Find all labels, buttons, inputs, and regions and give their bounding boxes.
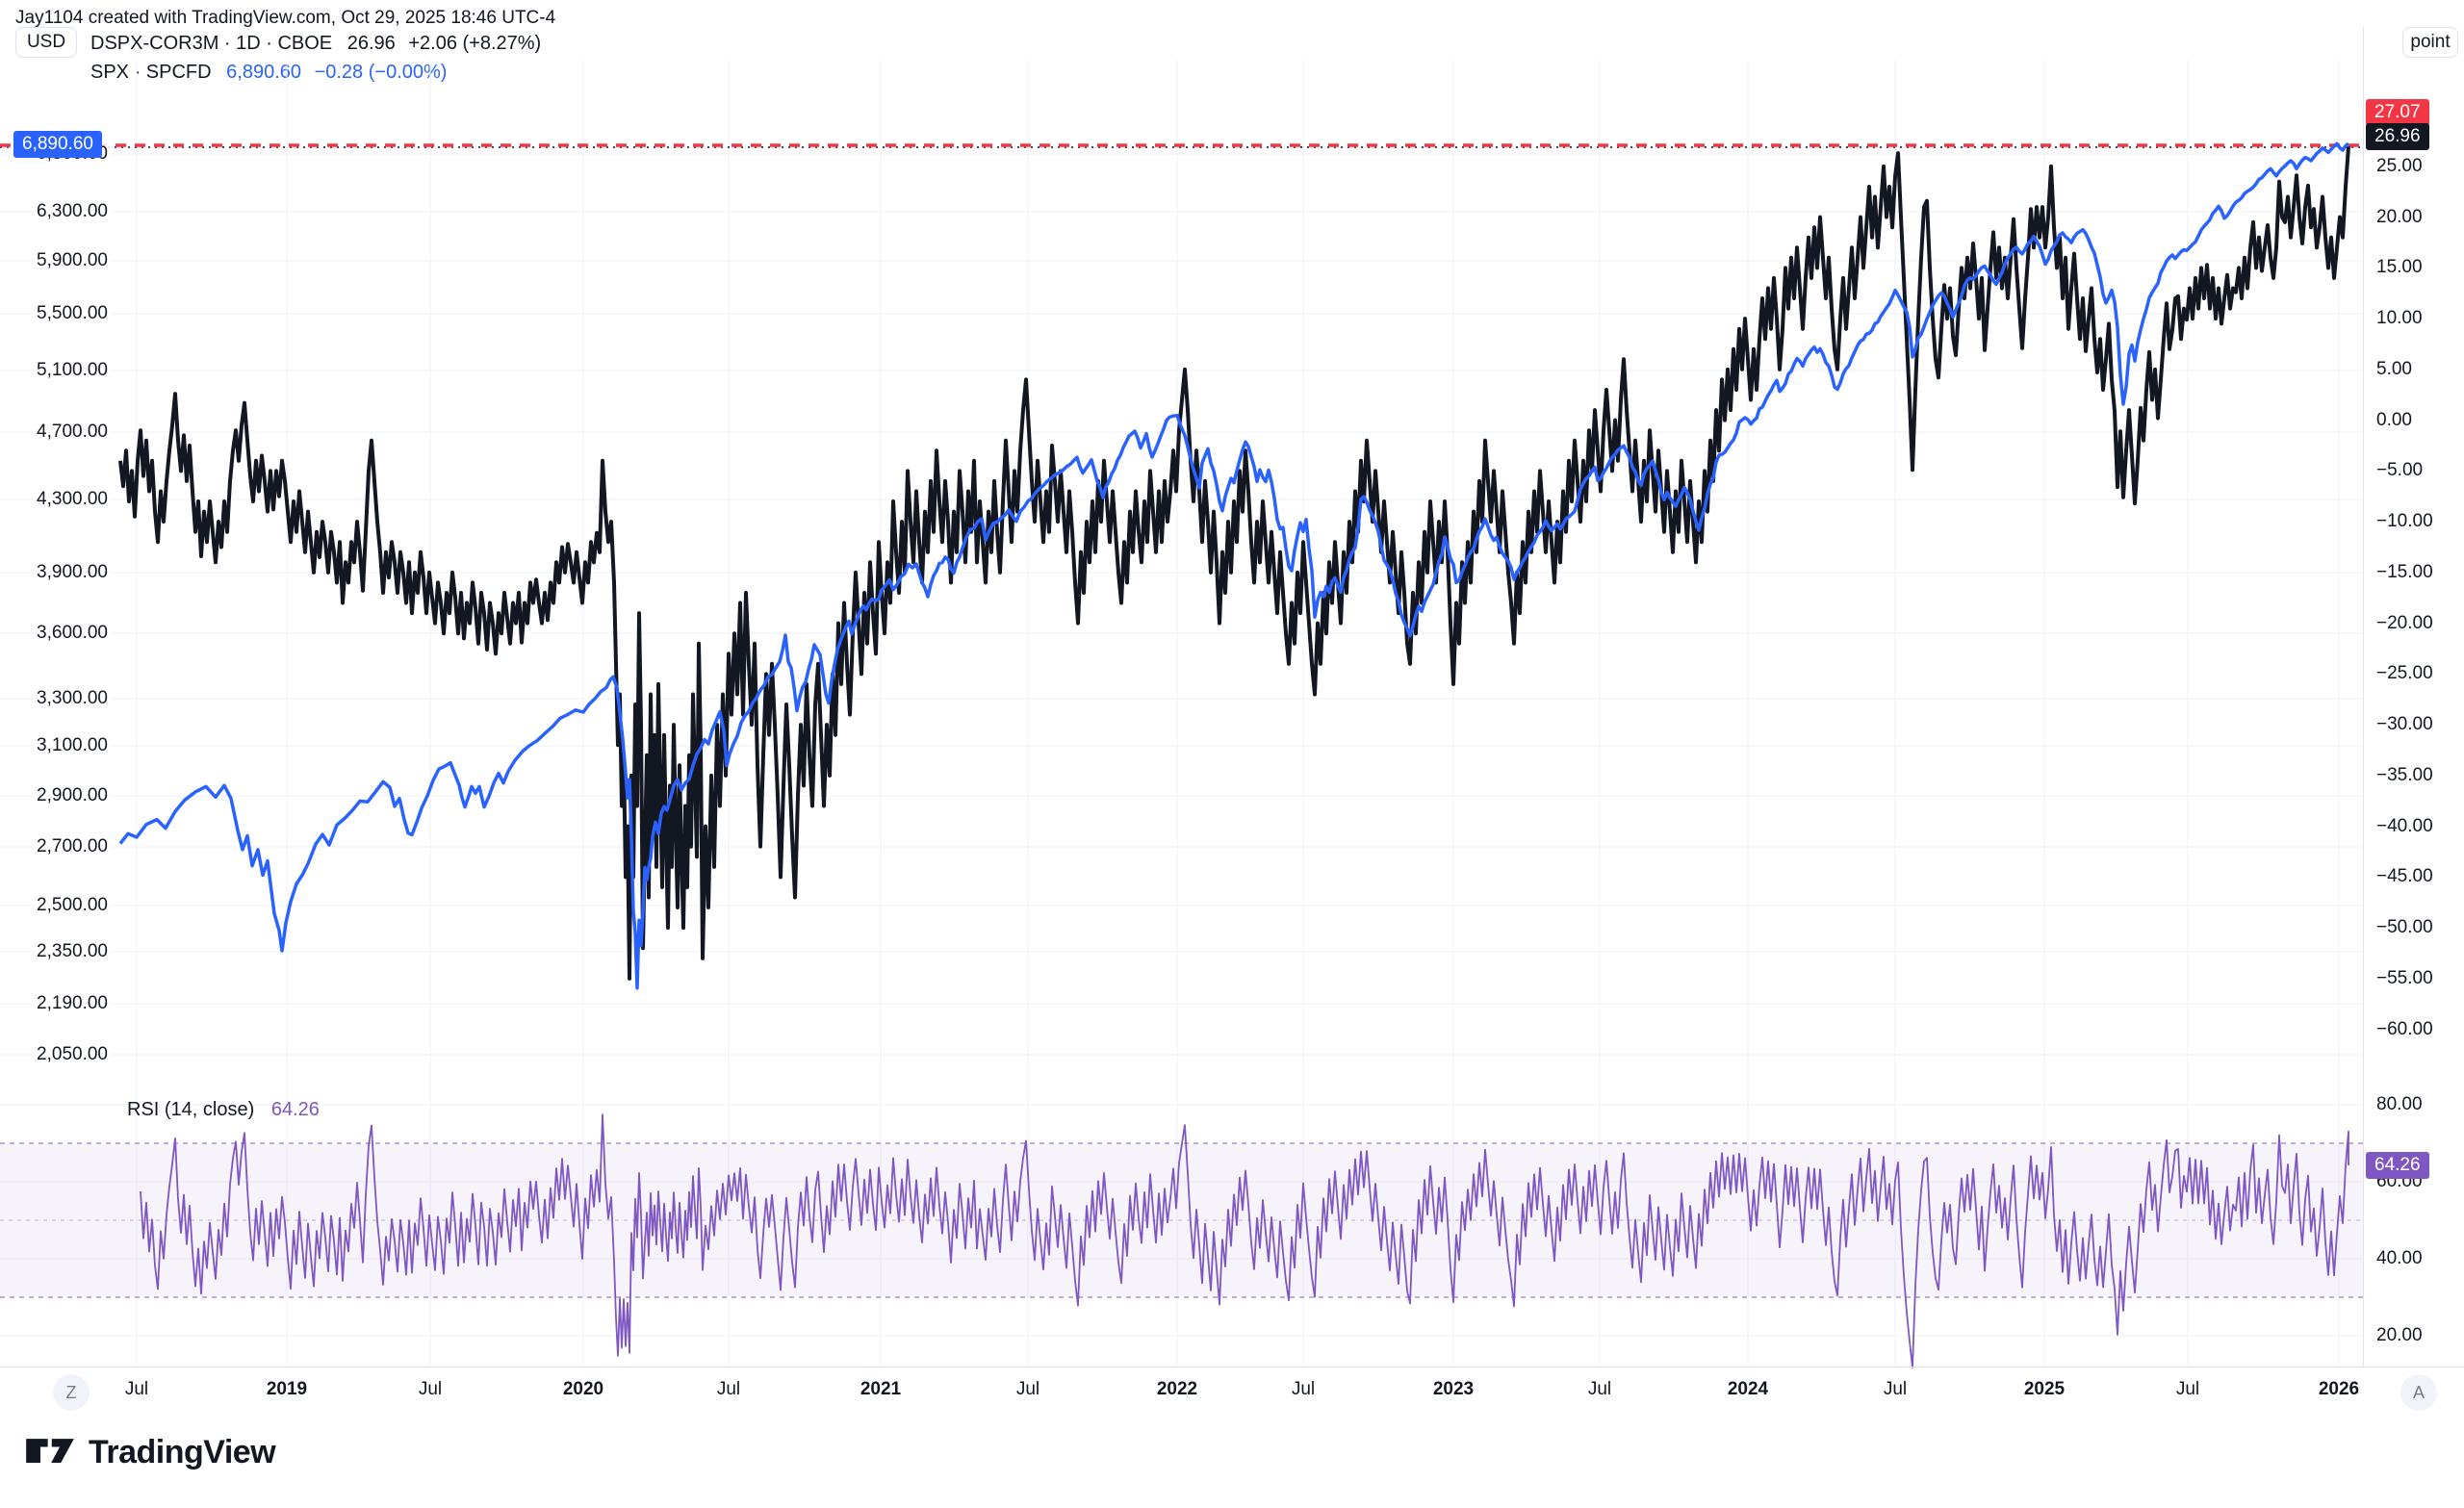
time-tick-label[interactable]: Jul (2175, 1379, 2200, 1399)
right-axis-label[interactable]: −50.00 (2374, 917, 2436, 938)
right-axis-label[interactable]: 10.00 (2374, 308, 2426, 329)
left-axis-label[interactable]: 4,700.00 (34, 422, 111, 443)
legend: DSPX-COR3M · 1D · CBOE 26.96 +2.06 (+8.2… (90, 29, 541, 87)
time-tick-label[interactable]: Jul (1015, 1379, 1040, 1399)
time-tick-label[interactable]: 2026 (2318, 1379, 2360, 1399)
right-scale-unit-button[interactable]: point (2402, 27, 2458, 58)
spread-price-badge: 26.96 (2366, 123, 2429, 150)
left-scale-unit-button[interactable]: USD (15, 27, 77, 58)
left-axis-label[interactable]: 5,900.00 (34, 250, 111, 271)
tradingview-logo-text[interactable]: TradingView (89, 1434, 276, 1470)
right-axis-label[interactable]: −55.00 (2374, 968, 2436, 989)
time-tick-label[interactable]: 2020 (562, 1379, 604, 1399)
left-axis-label[interactable]: 3,900.00 (34, 562, 111, 583)
tradingview-logo-icon[interactable] (25, 1436, 75, 1470)
rsi-legend[interactable]: RSI (14, close) 64.26 (127, 1099, 320, 1121)
right-axis-label[interactable]: −40.00 (2374, 816, 2436, 837)
legend-value-spread: 26.96 (346, 33, 396, 54)
alert-price-badge: 27.07 (2366, 99, 2429, 126)
right-axis-label[interactable]: −25.00 (2374, 663, 2436, 684)
right-axis-label[interactable]: 25.00 (2374, 156, 2426, 177)
right-axis-label[interactable]: 20.00 (2374, 207, 2426, 228)
right-axis-label[interactable]: 5.00 (2374, 359, 2415, 380)
legend-change-spx: −0.28 (−0.00%) (314, 62, 448, 83)
spx-price-badge: 6,890.60 (13, 131, 102, 158)
left-axis-label[interactable]: 5,100.00 (34, 360, 111, 381)
rsi-value-badge: 64.26 (2366, 1152, 2429, 1179)
price-axis-border (2363, 27, 2364, 1367)
right-axis-label[interactable]: −45.00 (2374, 866, 2436, 887)
time-tick-label[interactable]: Jul (1587, 1379, 1612, 1399)
attribution-text: Jay1104 created with TradingView.com, Oc… (15, 8, 556, 28)
left-axis-label[interactable]: 3,100.00 (34, 735, 111, 756)
time-tick-label[interactable]: 2022 (1156, 1379, 1198, 1399)
time-tick-label[interactable]: 2025 (2023, 1379, 2066, 1399)
rsi-line-series[interactable] (140, 1113, 2349, 1368)
time-tick-label[interactable]: Jul (716, 1379, 741, 1399)
legend-change-spread: +2.06 (+8.27%) (408, 33, 542, 54)
right-axis-label[interactable]: 0.00 (2374, 410, 2415, 431)
left-axis-label[interactable]: 6,300.00 (34, 201, 111, 222)
legend-symbol-spx: SPX · SPCFD (90, 62, 212, 83)
left-axis-label[interactable]: 4,300.00 (34, 489, 111, 510)
left-axis-label[interactable]: 2,350.00 (34, 941, 111, 962)
spx-line-series[interactable] (118, 141, 2350, 990)
left-axis-label[interactable]: 3,300.00 (34, 688, 111, 709)
time-tick-label[interactable]: 2019 (266, 1379, 308, 1399)
footer: TradingView (25, 1434, 276, 1471)
auto-scale-button[interactable]: A (2400, 1374, 2437, 1411)
rsi-axis-label[interactable]: 40.00 (2374, 1248, 2426, 1269)
time-tick-label[interactable]: Jul (1291, 1379, 1316, 1399)
legend-symbol-spread: DSPX-COR3M · 1D · CBOE (90, 33, 333, 54)
rsi-label: RSI (14, close) (127, 1099, 255, 1120)
right-axis-label[interactable]: −30.00 (2374, 714, 2436, 735)
legend-row-spx[interactable]: SPX · SPCFD 6,890.60 −0.28 (−0.00%) (90, 58, 541, 87)
left-axis-label[interactable]: 2,700.00 (34, 836, 111, 857)
left-axis-label[interactable]: 2,500.00 (34, 895, 111, 916)
legend-value-spx: 6,890.60 (226, 62, 301, 83)
right-axis-label[interactable]: −20.00 (2374, 613, 2436, 634)
right-axis-label[interactable]: −10.00 (2374, 511, 2436, 532)
right-axis-label[interactable]: −60.00 (2374, 1019, 2436, 1040)
time-tick-label[interactable]: Jul (1883, 1379, 1908, 1399)
zoom-out-button[interactable]: Z (53, 1374, 90, 1411)
right-axis-label[interactable]: 15.00 (2374, 257, 2426, 278)
left-axis-label[interactable]: 2,190.00 (34, 993, 111, 1014)
left-axis-label[interactable]: 3,600.00 (34, 623, 111, 644)
time-tick-label[interactable]: 2021 (860, 1379, 902, 1399)
spread-line-series[interactable] (118, 146, 2350, 981)
left-axis-label[interactable]: 5,500.00 (34, 303, 111, 324)
time-tick-label[interactable]: 2023 (1432, 1379, 1475, 1399)
rsi-axis-label[interactable]: 20.00 (2374, 1325, 2426, 1346)
time-tick-label[interactable]: Jul (124, 1379, 149, 1399)
time-tick-label[interactable]: 2024 (1727, 1379, 1769, 1399)
right-axis-label[interactable]: −35.00 (2374, 765, 2436, 786)
rsi-value: 64.26 (270, 1099, 320, 1120)
time-tick-label[interactable]: Jul (418, 1379, 443, 1399)
right-axis-label[interactable]: −15.00 (2374, 562, 2436, 583)
legend-row-spread[interactable]: DSPX-COR3M · 1D · CBOE 26.96 +2.06 (+8.2… (90, 29, 541, 58)
rsi-axis-label[interactable]: 80.00 (2374, 1094, 2426, 1115)
right-axis-label[interactable]: −5.00 (2374, 460, 2426, 481)
left-axis-label[interactable]: 2,050.00 (34, 1044, 111, 1065)
left-axis-label[interactable]: 2,900.00 (34, 785, 111, 806)
